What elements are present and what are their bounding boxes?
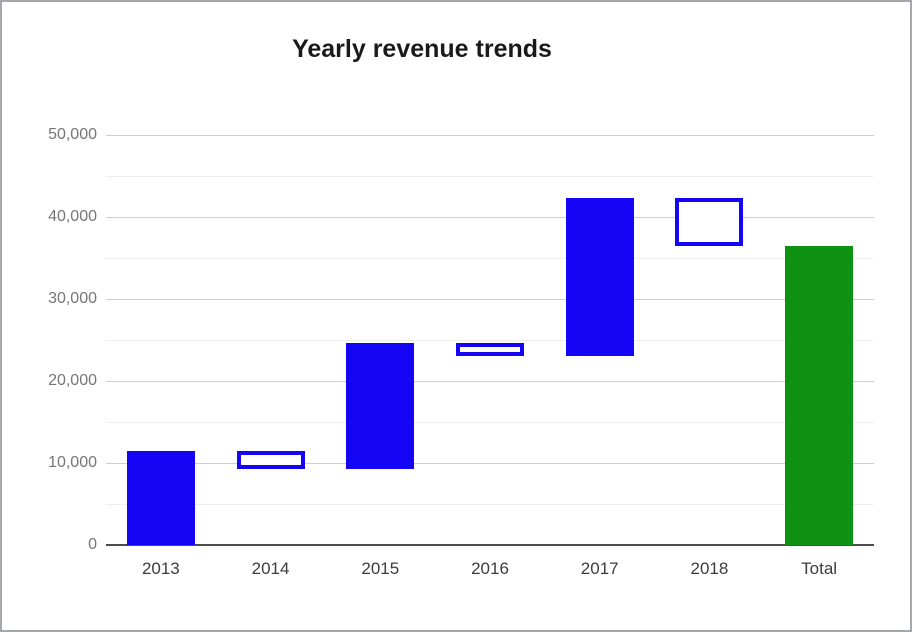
major-gridline bbox=[106, 134, 874, 136]
plot-area bbox=[106, 134, 874, 546]
x-tick-label-2016: 2016 bbox=[471, 559, 509, 578]
minor-gridline bbox=[106, 257, 874, 259]
waterfall-bar-2013[interactable] bbox=[126, 450, 195, 545]
waterfall-bar-total[interactable] bbox=[785, 245, 854, 545]
major-gridline bbox=[106, 298, 874, 300]
x-tick-label-total: Total bbox=[801, 559, 838, 578]
waterfall-bar-2014[interactable] bbox=[236, 450, 305, 469]
x-tick-label-2017: 2017 bbox=[580, 559, 619, 578]
chart-title: Yearly revenue trends bbox=[292, 35, 552, 63]
y-tick-label: 10,000 bbox=[48, 454, 97, 471]
waterfall-bar-2015[interactable] bbox=[346, 343, 415, 469]
y-tick-label: 40,000 bbox=[48, 208, 97, 225]
y-tick-label: 0 bbox=[88, 536, 97, 553]
major-gridline bbox=[106, 380, 874, 382]
major-gridline bbox=[106, 462, 874, 464]
x-axis-baseline bbox=[106, 544, 874, 546]
waterfall-bar-2018[interactable] bbox=[675, 198, 744, 246]
minor-gridline bbox=[106, 175, 874, 177]
x-tick-label-2015: 2015 bbox=[361, 559, 400, 578]
waterfall-bar-2016[interactable] bbox=[456, 343, 524, 357]
major-gridline bbox=[106, 216, 874, 218]
y-tick-label: 20,000 bbox=[48, 372, 97, 389]
y-tick-label: 50,000 bbox=[48, 126, 97, 143]
minor-gridline bbox=[106, 503, 874, 505]
y-tick-label: 30,000 bbox=[48, 290, 97, 307]
x-tick-label-2013: 2013 bbox=[141, 559, 180, 578]
x-tick-label-2014: 2014 bbox=[251, 559, 290, 578]
x-tick-label-2018: 2018 bbox=[690, 559, 729, 578]
minor-gridline bbox=[106, 339, 874, 341]
waterfall-bar-2017[interactable] bbox=[565, 198, 634, 357]
minor-gridline bbox=[106, 421, 874, 423]
